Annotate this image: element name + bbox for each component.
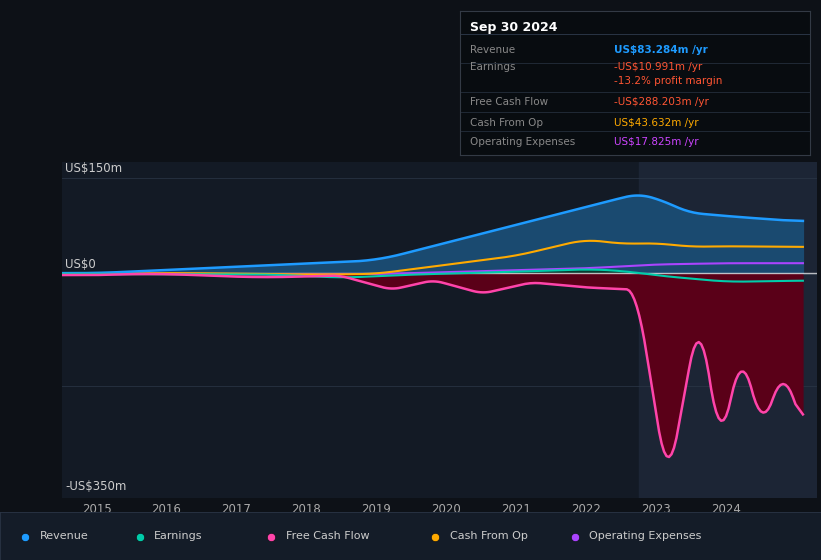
Text: -13.2% profit margin: -13.2% profit margin	[613, 76, 722, 86]
Text: Free Cash Flow: Free Cash Flow	[470, 97, 548, 106]
Text: US$150m: US$150m	[65, 162, 122, 175]
Earnings	[684, 275, 694, 282]
Earnings	[798, 277, 808, 284]
Free Cash Flow	[59, 272, 69, 278]
Operating Expenses	[496, 267, 506, 274]
Cash From Op	[498, 254, 508, 261]
Free Cash Flow	[144, 270, 154, 277]
Operating Expenses	[57, 270, 67, 277]
Text: Earnings: Earnings	[470, 62, 516, 72]
Text: Revenue: Revenue	[470, 45, 516, 55]
Revenue	[731, 213, 741, 220]
Earnings	[580, 266, 589, 273]
Cash From Op	[686, 243, 696, 250]
Line: Earnings: Earnings	[62, 269, 803, 282]
Text: -US$288.203m /yr: -US$288.203m /yr	[613, 97, 709, 106]
Cash From Op	[59, 270, 69, 277]
Earnings	[731, 278, 741, 285]
Free Cash Flow	[798, 411, 808, 418]
Free Cash Flow	[664, 454, 674, 460]
Earnings	[511, 268, 521, 275]
Free Cash Flow	[57, 272, 67, 278]
Revenue	[496, 226, 506, 232]
Cash From Op	[798, 244, 808, 250]
Free Cash Flow	[686, 354, 696, 361]
Free Cash Flow	[501, 285, 511, 292]
Revenue	[632, 192, 642, 199]
Text: Cash From Op: Cash From Op	[470, 118, 544, 128]
Operating Expenses	[728, 260, 738, 267]
Text: US$17.825m /yr: US$17.825m /yr	[613, 137, 699, 147]
Line: Operating Expenses: Operating Expenses	[62, 263, 803, 274]
Earnings	[498, 269, 508, 276]
Line: Cash From Op: Cash From Op	[62, 241, 803, 274]
Text: -US$10.991m /yr: -US$10.991m /yr	[613, 62, 702, 72]
Line: Free Cash Flow: Free Cash Flow	[62, 274, 803, 457]
Operating Expenses	[59, 270, 69, 277]
Revenue	[59, 270, 69, 277]
Earnings	[59, 270, 69, 277]
Text: US$0: US$0	[65, 258, 96, 271]
Revenue	[511, 222, 521, 228]
Text: Earnings: Earnings	[154, 531, 203, 541]
Operating Expenses	[738, 260, 748, 267]
Operating Expenses	[681, 260, 691, 267]
Earnings	[496, 269, 506, 276]
Cash From Op	[513, 251, 523, 258]
Earnings	[57, 270, 67, 277]
Revenue	[498, 225, 508, 231]
Operating Expenses	[798, 260, 808, 267]
Text: Revenue: Revenue	[39, 531, 88, 541]
Free Cash Flow	[733, 371, 743, 378]
Text: US$43.632m /yr: US$43.632m /yr	[613, 118, 699, 128]
Earnings	[736, 278, 745, 285]
Cash From Op	[733, 243, 743, 250]
Bar	[639, 162, 817, 498]
Text: Sep 30 2024: Sep 30 2024	[470, 21, 557, 34]
Revenue	[684, 208, 694, 214]
Free Cash Flow	[513, 282, 523, 289]
Text: Operating Expenses: Operating Expenses	[589, 531, 702, 541]
Text: US$83.284m /yr: US$83.284m /yr	[613, 45, 708, 55]
Revenue	[57, 270, 67, 277]
Revenue	[798, 217, 808, 224]
Free Cash Flow	[498, 286, 508, 292]
Cash From Op	[501, 254, 511, 260]
Cash From Op	[587, 237, 597, 244]
Cash From Op	[57, 270, 67, 277]
Text: -US$350m: -US$350m	[65, 480, 126, 493]
Text: Cash From Op: Cash From Op	[450, 531, 528, 541]
Operating Expenses	[511, 267, 521, 274]
Line: Revenue: Revenue	[62, 195, 803, 273]
Cash From Op	[312, 271, 322, 278]
Text: Free Cash Flow: Free Cash Flow	[286, 531, 369, 541]
Operating Expenses	[498, 267, 508, 274]
Text: Operating Expenses: Operating Expenses	[470, 137, 576, 147]
